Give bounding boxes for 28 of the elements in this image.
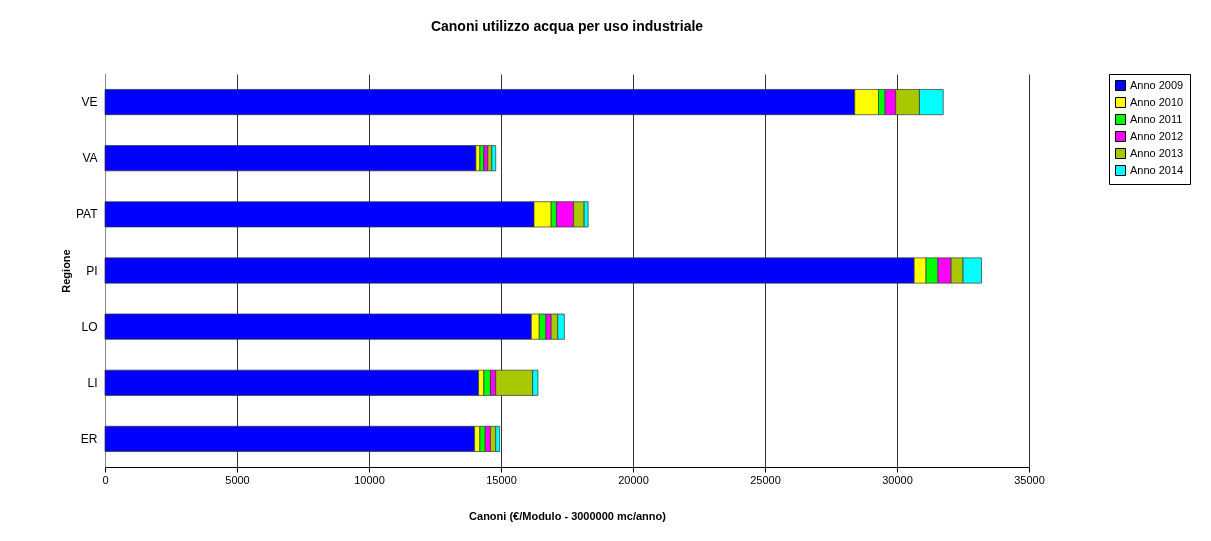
y-tick-label: PI [86,263,98,278]
legend-label: Anno 2011 [1130,112,1183,125]
x-tick-label: 10000 [354,473,385,486]
bar [104,425,475,452]
legend-label: Anno 2009 [1130,78,1184,91]
bar [491,145,497,172]
x-tick-label: 30000 [882,473,913,486]
legend-label: Anno 2014 [1130,163,1184,176]
legend-label: Anno 2010 [1130,95,1184,108]
x-tick-label: 0 [102,473,109,486]
x-axis-title: Canoni (€/Modulo - 3000000 mc/anno) [469,509,667,522]
x-tick-label: 15000 [486,473,517,486]
bar [104,145,477,172]
y-tick-label: VE [81,95,98,110]
bar [104,369,479,396]
y-tick-label: ER [80,431,98,446]
x-tick-label: 25000 [750,473,781,486]
x-tick-label: 5000 [225,473,250,486]
legend-label: Anno 2013 [1130,146,1184,159]
legend-label: Anno 2012 [1130,129,1184,142]
y-tick-label: VA [82,151,98,166]
y-axis-title: Regione [59,249,72,293]
x-tick-label: 35000 [1014,473,1045,486]
y-tick-label: LI [87,375,98,390]
y-tick-label: LO [81,319,98,334]
x-tick-label: 20000 [618,473,649,486]
chart-title: Canoni utilizzo acqua per uso industriale [430,18,704,34]
y-tick-label: PAT [75,207,99,222]
